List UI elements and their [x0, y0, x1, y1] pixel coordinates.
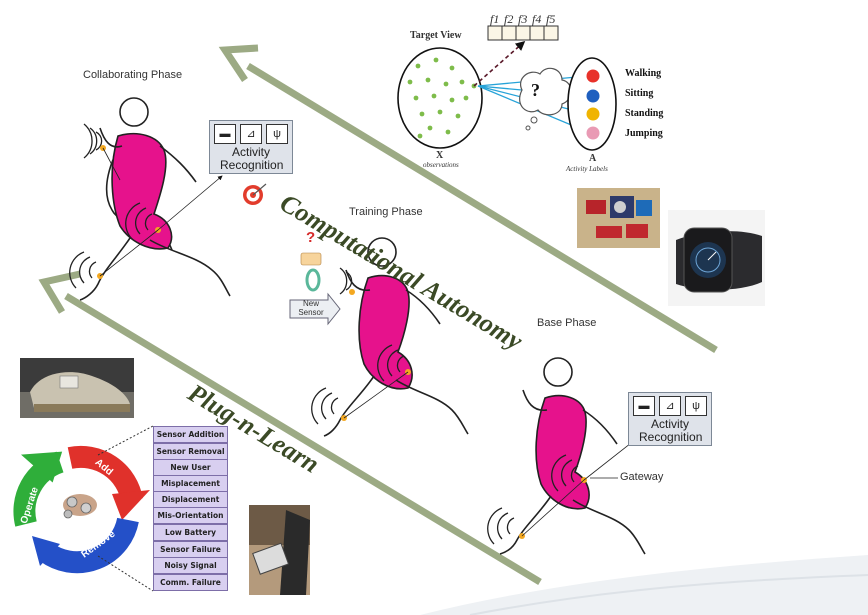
collaborating-phase-label: Collaborating Phase: [83, 69, 183, 81]
event-item: Low Battery: [153, 524, 228, 541]
activity-jumping: Jumping: [625, 128, 663, 139]
feature-label-4: f4: [532, 12, 542, 26]
event-item: New User: [153, 459, 228, 476]
feature-label-5: f5: [546, 12, 556, 26]
activity-icons: ▬ ⊿ ψ: [629, 396, 711, 416]
tablet-user-photo: [249, 505, 310, 595]
smartwatch-photo: [668, 210, 765, 306]
event-item: Sensor Addition: [153, 426, 228, 443]
stairs-icon: ⊿: [659, 396, 681, 416]
activity-walking: Walking: [625, 68, 662, 79]
sensor-waves-2: [311, 267, 405, 425]
activity-dot-sitting: [586, 89, 600, 103]
new-sensor-arrow: [289, 292, 341, 326]
event-item: Noisy Signal: [153, 557, 228, 574]
gateway-label: Gateway: [620, 471, 664, 483]
activity-icons: ▬ ⊿ ψ: [210, 124, 292, 144]
question-mark: ?: [306, 229, 316, 246]
event-item: Comm. Failure: [153, 574, 228, 591]
activity-recognition-box-2: ▬ ⊿ ψ Activity Recognition: [628, 392, 712, 446]
event-item: Sensor Removal: [153, 443, 228, 460]
target-icon: [243, 183, 267, 205]
target-view-diagram: [397, 25, 617, 151]
activity-dot-jumping: [586, 126, 600, 140]
event-item: Misplacement: [153, 475, 228, 492]
adaptive-cycle: [13, 445, 150, 574]
cloud-question: ?: [531, 80, 540, 100]
observations-label: observations: [423, 161, 459, 169]
runner-collaborating: [79, 97, 231, 301]
cutlery-icon: ψ: [266, 124, 288, 144]
shoe-sensor-photo: [20, 358, 134, 418]
observation-points: [407, 57, 477, 139]
activity-dot-standing: [586, 107, 600, 121]
new-sensor-label: New Sensor: [298, 299, 324, 317]
a-label: A: [589, 153, 597, 164]
activity-recognition-box-1: ▬ ⊿ ψ Activity Recognition: [209, 120, 293, 174]
sensor-waves-1: [69, 123, 153, 289]
x-label: X: [436, 150, 444, 161]
plug-n-learn-arrow: [38, 270, 542, 585]
base-phase-label: Base Phase: [537, 317, 597, 329]
target-view-title: Target View: [410, 30, 462, 41]
decorative-swoosh: [420, 555, 868, 615]
cutlery-icon: ψ: [685, 396, 707, 416]
activity-standing: Standing: [625, 108, 664, 119]
activity-labels-caption: Activity Labels: [566, 165, 608, 173]
sensor-boards-photo: [577, 188, 660, 248]
event-item: Displacement: [153, 491, 228, 508]
bed-icon: ▬: [633, 396, 655, 416]
event-item: Sensor Failure: [153, 541, 228, 558]
feature-label-2: f2: [504, 12, 514, 26]
feature-vector: [487, 25, 559, 41]
runner-base: [499, 357, 646, 555]
sensor-tag-icon: [300, 252, 322, 266]
activity-recognition-label: Activity Recognition: [220, 145, 284, 172]
computational-autonomy-arrow: [218, 44, 718, 353]
training-phase-label: Training Phase: [349, 206, 423, 218]
activity-sitting: Sitting: [625, 88, 654, 99]
event-item: Mis-Orientation: [153, 507, 228, 524]
activity-recognition-label: Activity Recognition: [639, 417, 703, 444]
activity-dot-walking: [586, 69, 600, 83]
stairs-icon: ⊿: [240, 124, 262, 144]
wristband-icon: [305, 268, 321, 292]
feature-label-3: f3: [518, 12, 528, 26]
feature-label-1: f1: [490, 12, 500, 26]
sensor-waves-3: [487, 454, 579, 545]
bed-icon: ▬: [214, 124, 236, 144]
